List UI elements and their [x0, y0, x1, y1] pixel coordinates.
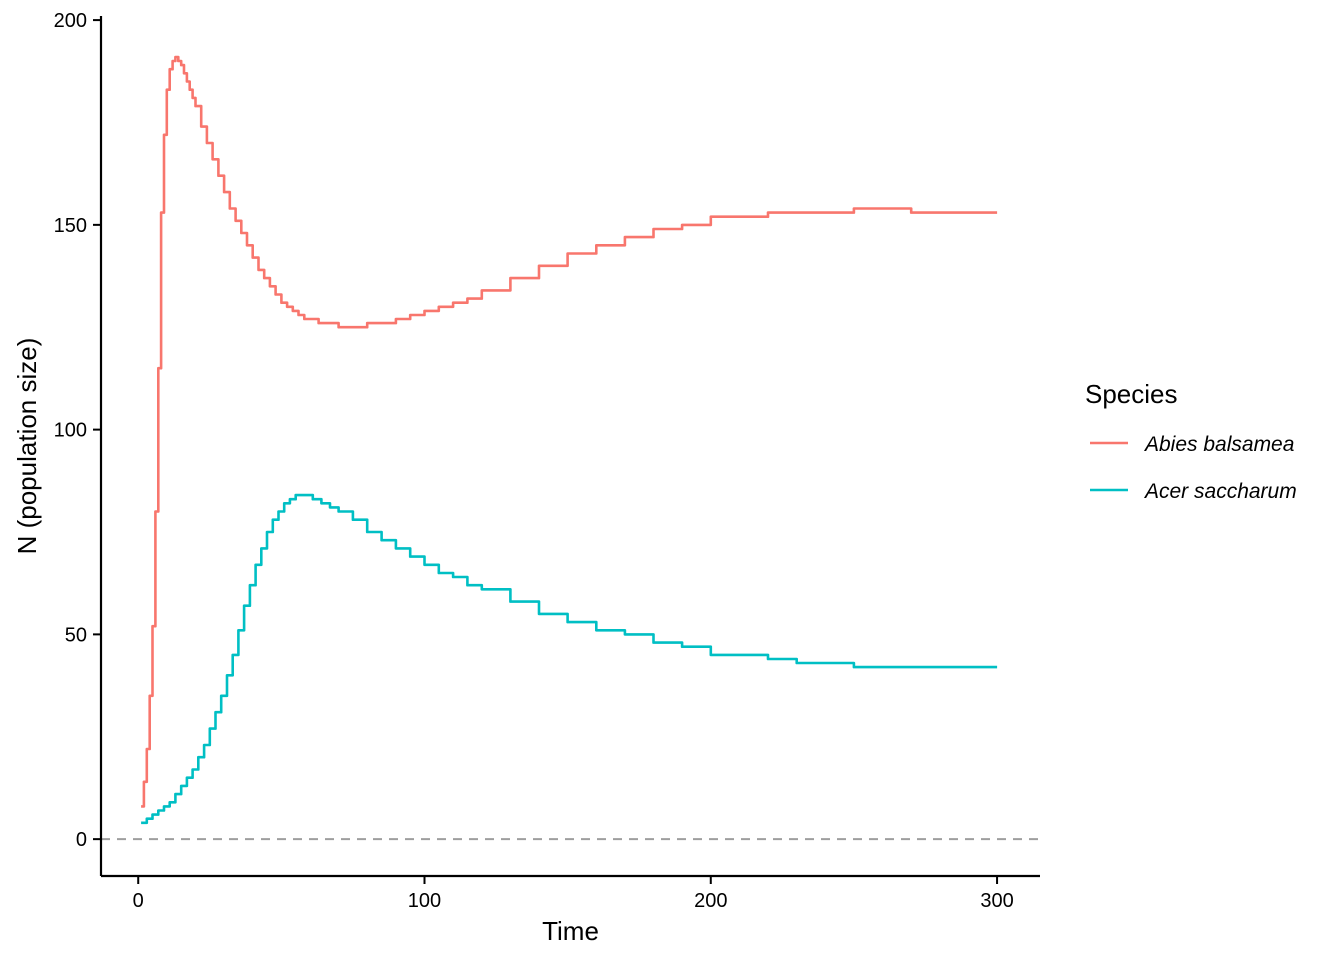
- legend: Species Abies balsamea Acer saccharum: [1085, 379, 1297, 503]
- x-axis-ticks: 0 100 200 300: [133, 876, 1014, 912]
- y-tick-label: 50: [65, 624, 87, 646]
- x-tick-label: 200: [694, 890, 727, 912]
- series-line-1: [141, 493, 998, 825]
- y-tick-label: 150: [54, 215, 87, 237]
- y-tick-label: 0: [76, 829, 87, 851]
- axes: 0 100 200 300 0 50 100 150 200: [54, 10, 1040, 912]
- legend-label-0: Abies balsamea: [1143, 433, 1294, 456]
- y-tick-label: 200: [54, 10, 87, 32]
- y-tick-label: 100: [54, 420, 87, 442]
- series-line-0: [141, 55, 998, 808]
- legend-title: Species: [1085, 379, 1178, 409]
- x-tick-label: 300: [980, 890, 1013, 912]
- x-axis-title: Time: [542, 916, 599, 946]
- legend-label-1: Acer saccharum: [1143, 480, 1297, 503]
- legend-items: Abies balsamea Acer saccharum: [1090, 433, 1297, 503]
- y-axis-ticks: 0 50 100 150 200: [54, 10, 101, 851]
- x-tick-label: 100: [408, 890, 441, 912]
- series-layer: [141, 55, 998, 825]
- plot-area: [101, 55, 1040, 841]
- x-tick-label: 0: [133, 890, 144, 912]
- y-axis-title: N (population size): [12, 338, 42, 555]
